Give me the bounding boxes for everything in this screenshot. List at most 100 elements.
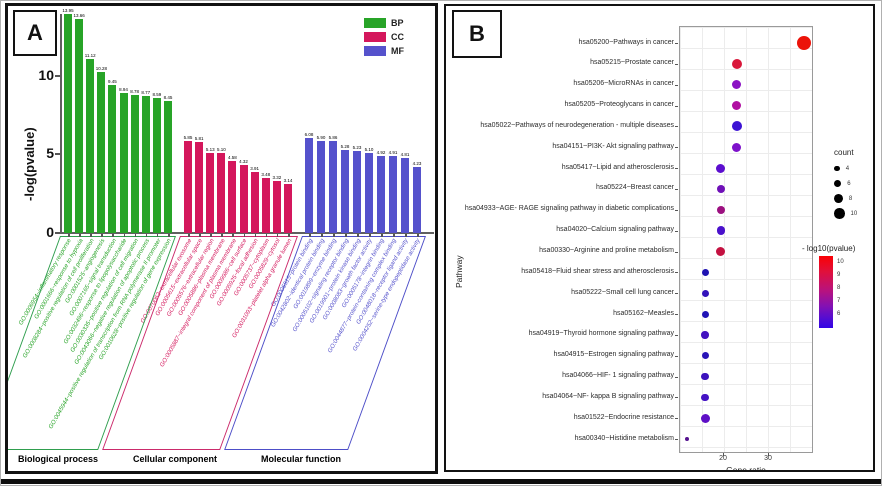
pathway-label: hsa05022~Pathways of neurodegeneration -…: [480, 121, 674, 129]
pathway-label: hsa05162~Measles: [613, 309, 674, 317]
bar-value-label: 5.10: [364, 147, 374, 153]
panel-a-xtickmark: [357, 234, 359, 237]
panel-a-xtickmark: [288, 234, 290, 237]
pvalue-colorbar-tick: 7: [837, 298, 841, 304]
pathway-dot: [701, 393, 709, 402]
pathway-dot: [731, 121, 742, 132]
panel-a-xtickmark: [321, 234, 323, 237]
bp-color-swatch: [364, 18, 386, 28]
panel-b-letter: B: [452, 10, 502, 58]
bar-value-label: 8.94: [119, 86, 128, 92]
bar-bp-5: 9.45: [108, 79, 117, 233]
legend-label-cc: CC: [391, 32, 404, 42]
panel-a-xtickmark: [134, 234, 137, 237]
pvalue-colorbar-tick: 10: [837, 259, 844, 265]
panel-a-xtickmark: [369, 234, 371, 237]
bar-mf-2: 5.90: [317, 135, 325, 233]
panel-a-xtickmark: [199, 234, 201, 237]
pathway-label: hsa04933~AGE- RAGE signaling pathway in …: [464, 205, 674, 213]
pathway-tickmark: [675, 376, 678, 378]
bar-value-label: 8.77: [141, 89, 151, 95]
panel-a-xtickmark: [265, 234, 268, 237]
bar-value-label: 3.14: [283, 177, 293, 183]
pathway-label: hsa01522~Endocrine resistance: [573, 413, 674, 421]
bar-mf-5: 5.23: [353, 145, 361, 233]
bar-value-label: 3.32: [272, 174, 282, 180]
legend-label-mf: MF: [391, 46, 404, 56]
panel-a-ytickmark: [55, 232, 60, 234]
panel-a-xtickmark: [188, 234, 190, 237]
bar-bp-4: 10.28: [96, 66, 107, 233]
pathway-tickmark: [675, 230, 678, 232]
pathway-tickmark: [675, 314, 678, 316]
bar-value-label: 5.81: [194, 135, 204, 141]
pathway-label: hsa05224~Breast cancer: [595, 184, 674, 192]
bar-group-cc: 5.85 5.81 5.13 5.10 4.58 4.32 3.91 3.48 3.32 3.14: [184, 14, 292, 233]
pathway-dot: [716, 163, 726, 173]
pathway-tickmark: [675, 251, 678, 253]
panel-b-x-axis-label: Gene ratio: [726, 465, 766, 472]
count-legend-dot: [834, 194, 843, 203]
pathway-dot: [685, 437, 689, 442]
pathway-tickmark: [675, 63, 678, 65]
pathway-tickmark: [675, 334, 678, 336]
pathway-dot: [731, 100, 742, 111]
pathway-dot: [731, 79, 742, 90]
panel-a-xtickmark: [68, 234, 70, 237]
panel-a-xtickmark: [79, 234, 81, 237]
bar-cc-1: 5.85: [184, 135, 192, 233]
bar-value-label: 13.66: [73, 12, 85, 18]
bar-value-label: 4.32: [239, 159, 248, 165]
panel-a-xtickmark: [168, 234, 170, 237]
pathway-dot: [716, 247, 726, 256]
bar-bp-3: 11.12: [85, 53, 96, 233]
panel-b-xtick-30: 30: [764, 455, 772, 462]
count-legend-value: 8: [848, 195, 853, 202]
pathway-label: hsa05418~Fluid shear stress and atherosc…: [521, 267, 674, 275]
panel-a-xtickmark: [221, 234, 223, 237]
pvalue-colorbar-tick: 6: [837, 311, 841, 317]
pathway-label: hsa05200~Pathways in cancer: [578, 38, 674, 46]
panel-b-y-axis-label: Pathway: [454, 255, 464, 288]
panel-a-y-axis-label: -log(pvalue): [22, 127, 37, 201]
panel-a-xtickmark: [210, 234, 212, 237]
pathway-label: hsa05222~Small cell lung cancer: [571, 288, 674, 296]
pathway-dot: [731, 142, 742, 152]
category-label-cellular-component: Cellular component: [132, 454, 217, 464]
legend-item-bp: BP: [364, 18, 404, 28]
bar-bp-2: 13.66: [73, 13, 85, 233]
bar-mf-1: 6.08: [305, 132, 313, 233]
panel-a-xtickmark: [156, 234, 159, 237]
bar-value-label: 8.78: [130, 89, 140, 95]
panel-a-xtickmark: [345, 234, 347, 237]
bar-value-label: 3.91: [250, 165, 260, 171]
bar-value-label: 8.45: [163, 94, 173, 100]
count-legend-item: 4: [834, 161, 857, 176]
count-legend-item: 8: [834, 191, 857, 206]
bar-value-label: 9.45: [108, 78, 117, 84]
pathway-dot: [701, 310, 709, 318]
panel-b: B Pathway hsa05200~Pathways in cancer hsa…: [444, 4, 875, 472]
count-legend-title: count: [834, 148, 854, 157]
bar-mf-8: 4.91: [389, 150, 397, 233]
pathway-dot: [716, 226, 725, 235]
panel-a-xtickmark: [405, 234, 407, 237]
bar-value-label: 5.90: [316, 134, 326, 140]
legend-label-bp: BP: [391, 18, 404, 28]
bar-value-label: 10.28: [95, 65, 107, 71]
bar-mf-9: 4.81: [401, 152, 409, 233]
panel-b-plot-area: [679, 26, 813, 453]
bar-cc-6: 4.32: [239, 159, 248, 233]
bar-value-label: 5.13: [205, 146, 215, 152]
pathway-label: hsa05417~Lipid and atherosclerosis: [561, 163, 674, 171]
bar-cc-10: 3.14: [284, 178, 292, 233]
bar-bp-9: 8.59: [152, 92, 161, 233]
bar-cc-9: 3.32: [272, 175, 281, 233]
panel-a-legend: BP CC MF: [364, 18, 404, 60]
pathway-tickmark: [675, 126, 678, 128]
bar-cc-5: 4.58: [228, 155, 237, 233]
pathway-dot: [716, 205, 725, 215]
legend-item-cc: CC: [364, 32, 404, 42]
count-legend-item: 6: [834, 176, 857, 191]
bar-cc-2: 5.81: [195, 136, 203, 233]
